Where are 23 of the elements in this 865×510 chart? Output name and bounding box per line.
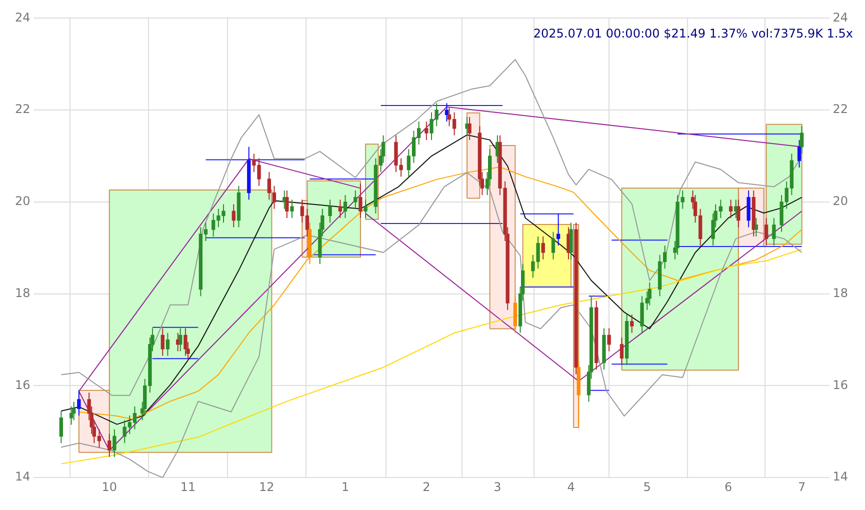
x-tick-label: 6: [724, 480, 732, 494]
y2-tick-label: 20: [832, 194, 848, 208]
y-tick-label: 24: [14, 10, 30, 24]
y-tick-label: 18: [14, 286, 30, 300]
x-tick-label: 11: [180, 480, 196, 494]
y-tick-label: 22: [14, 102, 30, 116]
y2-tick-label: 16: [832, 378, 848, 392]
y2-tick-label: 18: [832, 286, 848, 300]
text: 2025.07.01 00:00:00 $21.49 1.37% vol:7375.9K 1.5x: [533, 26, 853, 40]
y2-tick-label: 14: [832, 470, 848, 484]
y2-tick-label: 24: [832, 10, 848, 24]
x-tick-label: 4: [567, 480, 575, 494]
x-tick-label: 12: [258, 480, 274, 494]
x-tick-label: 1: [341, 480, 350, 494]
y-tick-label: 16: [14, 378, 30, 392]
y-tick-label: 14: [14, 470, 30, 484]
x-tick-label: 7: [798, 480, 806, 494]
x-tick-label: 5: [643, 480, 651, 494]
x-tick-label: 2: [422, 480, 430, 494]
x-tick-label: 10: [102, 480, 118, 494]
x-tick-label: 3: [494, 480, 502, 494]
y2-tick-label: 22: [832, 102, 848, 116]
y-tick-label: 20: [14, 194, 30, 208]
